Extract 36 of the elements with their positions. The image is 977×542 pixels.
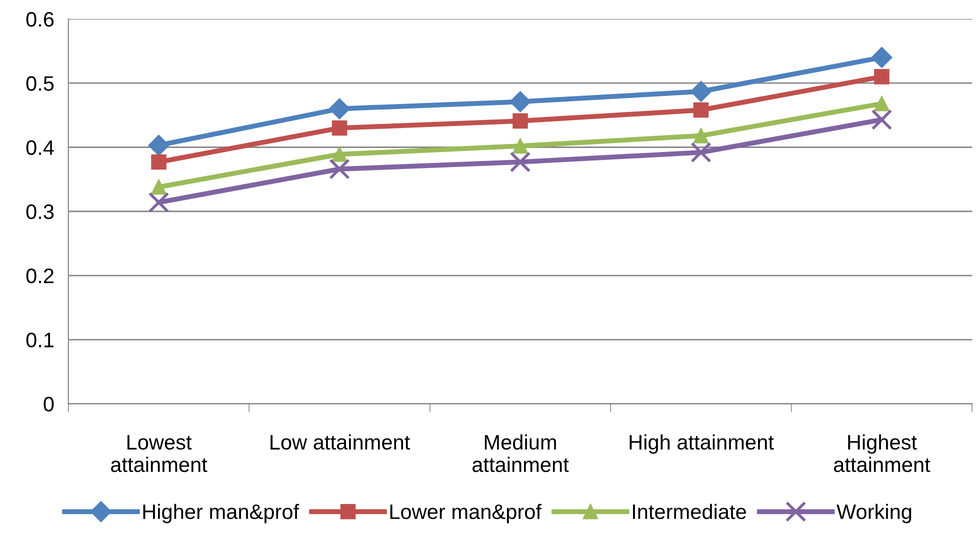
point <box>510 91 531 112</box>
x-tick-label: High attainment <box>630 434 774 454</box>
y-tick-label: 0.3 <box>26 204 54 220</box>
point <box>510 152 531 172</box>
point <box>693 128 709 144</box>
x-tick-label: Medium attainment <box>472 434 569 472</box>
y-tick-label: 0.1 <box>26 332 54 348</box>
y-tick-label: 0.6 <box>26 12 54 27</box>
point <box>512 138 528 154</box>
point <box>332 120 348 136</box>
point <box>693 102 709 118</box>
legend-label: Lower man&prof <box>390 504 542 524</box>
y-tick-label: 0 <box>44 396 54 412</box>
point <box>874 69 890 84</box>
point <box>148 134 170 156</box>
point <box>328 98 350 120</box>
point <box>871 46 892 68</box>
point <box>151 154 166 170</box>
point <box>871 109 892 130</box>
point <box>329 158 350 180</box>
point <box>512 113 528 129</box>
point <box>690 80 712 102</box>
point <box>874 96 890 112</box>
legend-label: Intermediate <box>632 504 746 520</box>
point <box>690 142 712 163</box>
point <box>151 179 166 195</box>
y-tick-label: 0.2 <box>26 268 54 284</box>
x-tick-label: Highest attainment <box>834 434 930 472</box>
legend-label: Working <box>836 504 912 524</box>
y-tick-label: 0.4 <box>26 140 54 155</box>
y-tick-label: 0.5 <box>26 76 54 91</box>
legend-label: Higher man&prof <box>143 504 300 524</box>
point <box>332 146 348 162</box>
x-tick-label: Low attainment <box>270 434 410 450</box>
x-tick-label: Lowest attainment <box>111 435 208 472</box>
point <box>148 192 170 213</box>
